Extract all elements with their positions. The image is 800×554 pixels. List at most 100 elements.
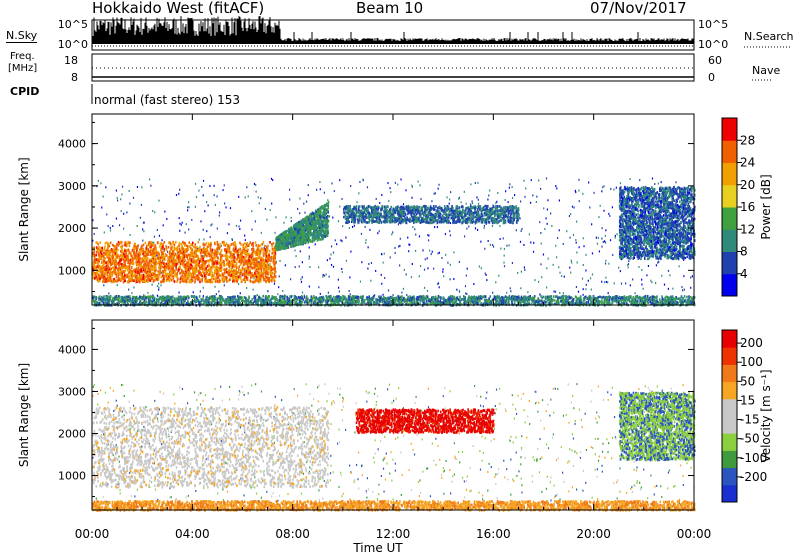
sparse-echo <box>156 285 159 288</box>
echo-cell <box>227 244 229 247</box>
echo-cell <box>192 269 194 272</box>
echo-cell <box>104 273 106 276</box>
echo-cell <box>92 276 95 280</box>
echo-cell <box>202 270 204 274</box>
sparse-echo <box>231 239 234 242</box>
echo-cell <box>251 274 254 278</box>
sparse-echo <box>476 228 479 231</box>
echo-cell <box>247 269 250 272</box>
echo-cell <box>95 258 98 262</box>
echo-cell <box>93 261 96 264</box>
echo-cell <box>131 272 134 276</box>
sparse-echo <box>400 178 402 181</box>
echo-cell <box>134 254 136 258</box>
sparse-echo <box>558 266 560 269</box>
echo-cell <box>308 218 310 221</box>
echo-cell <box>224 254 227 257</box>
sparse-echo <box>158 288 160 291</box>
echo-cell <box>144 251 146 254</box>
echo-cell <box>170 269 173 273</box>
echo-cell <box>208 243 211 247</box>
sparse-echo <box>294 266 296 269</box>
echo-cell <box>159 267 162 271</box>
echo-cell <box>93 257 96 260</box>
sparse-echo <box>392 213 394 216</box>
echo-cell <box>232 242 234 246</box>
echo-cell <box>162 275 165 279</box>
echo-cell <box>204 248 207 251</box>
echo-cell <box>155 247 157 250</box>
echo-cell <box>268 256 270 259</box>
echo-cell <box>207 259 209 263</box>
echo-cell <box>195 247 198 250</box>
echo-cell <box>173 250 175 253</box>
echo-cell <box>129 268 131 272</box>
echo-cell <box>122 256 124 259</box>
sparse-echo <box>128 189 130 192</box>
echo-cell <box>216 261 219 264</box>
echo-cell <box>324 235 326 238</box>
echo-cell <box>263 259 265 262</box>
sparse-echo <box>562 242 564 245</box>
echo-cell <box>101 276 103 279</box>
sparse-echo <box>195 196 198 199</box>
sparse-echo <box>254 220 257 223</box>
echo-cell <box>243 261 245 264</box>
sparse-echo <box>627 205 629 208</box>
echo-cell <box>160 280 162 284</box>
echo-cell <box>129 241 131 244</box>
sparse-echo <box>239 292 241 295</box>
echo-region <box>92 240 277 284</box>
echo-cell <box>117 267 120 270</box>
echo-cell <box>168 250 171 254</box>
sparse-echo <box>663 283 666 286</box>
echo-cell <box>104 241 107 245</box>
echo-cell <box>121 244 123 248</box>
echo-cell <box>109 250 112 254</box>
echo-cell <box>236 258 238 261</box>
echo-cell <box>161 280 163 284</box>
echo-cell <box>257 256 259 260</box>
sparse-echo <box>589 277 592 280</box>
sparse-echo <box>523 179 525 182</box>
sparse-echo <box>370 279 372 282</box>
echo-cell <box>266 276 269 279</box>
echo-cell <box>324 223 326 227</box>
sparse-echo <box>260 231 262 234</box>
echo-cell <box>270 259 272 263</box>
echo-cell <box>175 268 178 271</box>
echo-cell <box>106 244 109 248</box>
echo-cell <box>254 251 256 255</box>
sparse-echo <box>270 177 273 180</box>
sparse-echo <box>218 290 220 293</box>
echo-cell <box>112 248 115 252</box>
echo-cell <box>225 242 228 245</box>
sparse-echo <box>675 181 677 184</box>
echo-cell <box>108 270 111 273</box>
sparse-echo <box>308 285 310 288</box>
sparse-echo <box>414 249 417 252</box>
echo-cell <box>119 277 122 281</box>
sparse-echo <box>582 192 584 195</box>
sparse-echo <box>477 198 479 201</box>
echo-cell <box>180 261 183 265</box>
echo-cell <box>97 261 99 265</box>
nave-tick-bottom: 0 <box>708 71 715 84</box>
echo-cell <box>229 270 231 274</box>
sparse-echo <box>539 293 541 296</box>
echo-cell <box>189 245 191 248</box>
sparse-echo <box>319 181 321 184</box>
sparse-echo <box>601 245 603 248</box>
echo-cell <box>255 257 258 260</box>
sparse-echo <box>156 254 158 257</box>
echo-cell <box>269 241 271 244</box>
sparse-echo <box>142 228 144 231</box>
sparse-echo <box>300 280 303 283</box>
echo-cell <box>221 273 224 277</box>
sparse-echo <box>632 278 634 281</box>
echo-cell <box>266 248 269 251</box>
echo-cell <box>100 274 103 278</box>
sparse-echo <box>596 242 599 245</box>
sparse-echo <box>418 275 420 278</box>
sparse-echo <box>653 243 655 246</box>
